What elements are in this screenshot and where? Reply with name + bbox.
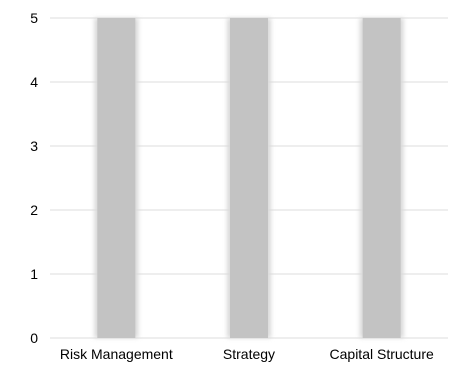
y-tick-label: 4 — [30, 74, 38, 90]
bar — [227, 18, 271, 338]
x-tick-label: Risk Management — [60, 346, 173, 362]
bar-fill — [230, 18, 268, 338]
y-tick-label: 5 — [30, 10, 38, 26]
bars — [94, 18, 404, 338]
bar — [359, 18, 404, 338]
y-tick-label: 0 — [30, 330, 38, 346]
y-axis-tick-labels: 0 1 2 3 4 5 — [30, 10, 38, 346]
x-axis-tick-labels: Risk Management Strategy Capital Structure — [60, 346, 434, 362]
y-tick-label: 2 — [30, 202, 38, 218]
y-tick-label: 3 — [30, 138, 38, 154]
bar — [94, 18, 139, 338]
x-tick-label: Strategy — [223, 346, 275, 362]
bar-fill — [97, 18, 136, 338]
x-tick-label: Capital Structure — [330, 346, 434, 362]
bar-fill — [362, 18, 401, 338]
y-tick-label: 1 — [30, 266, 38, 282]
